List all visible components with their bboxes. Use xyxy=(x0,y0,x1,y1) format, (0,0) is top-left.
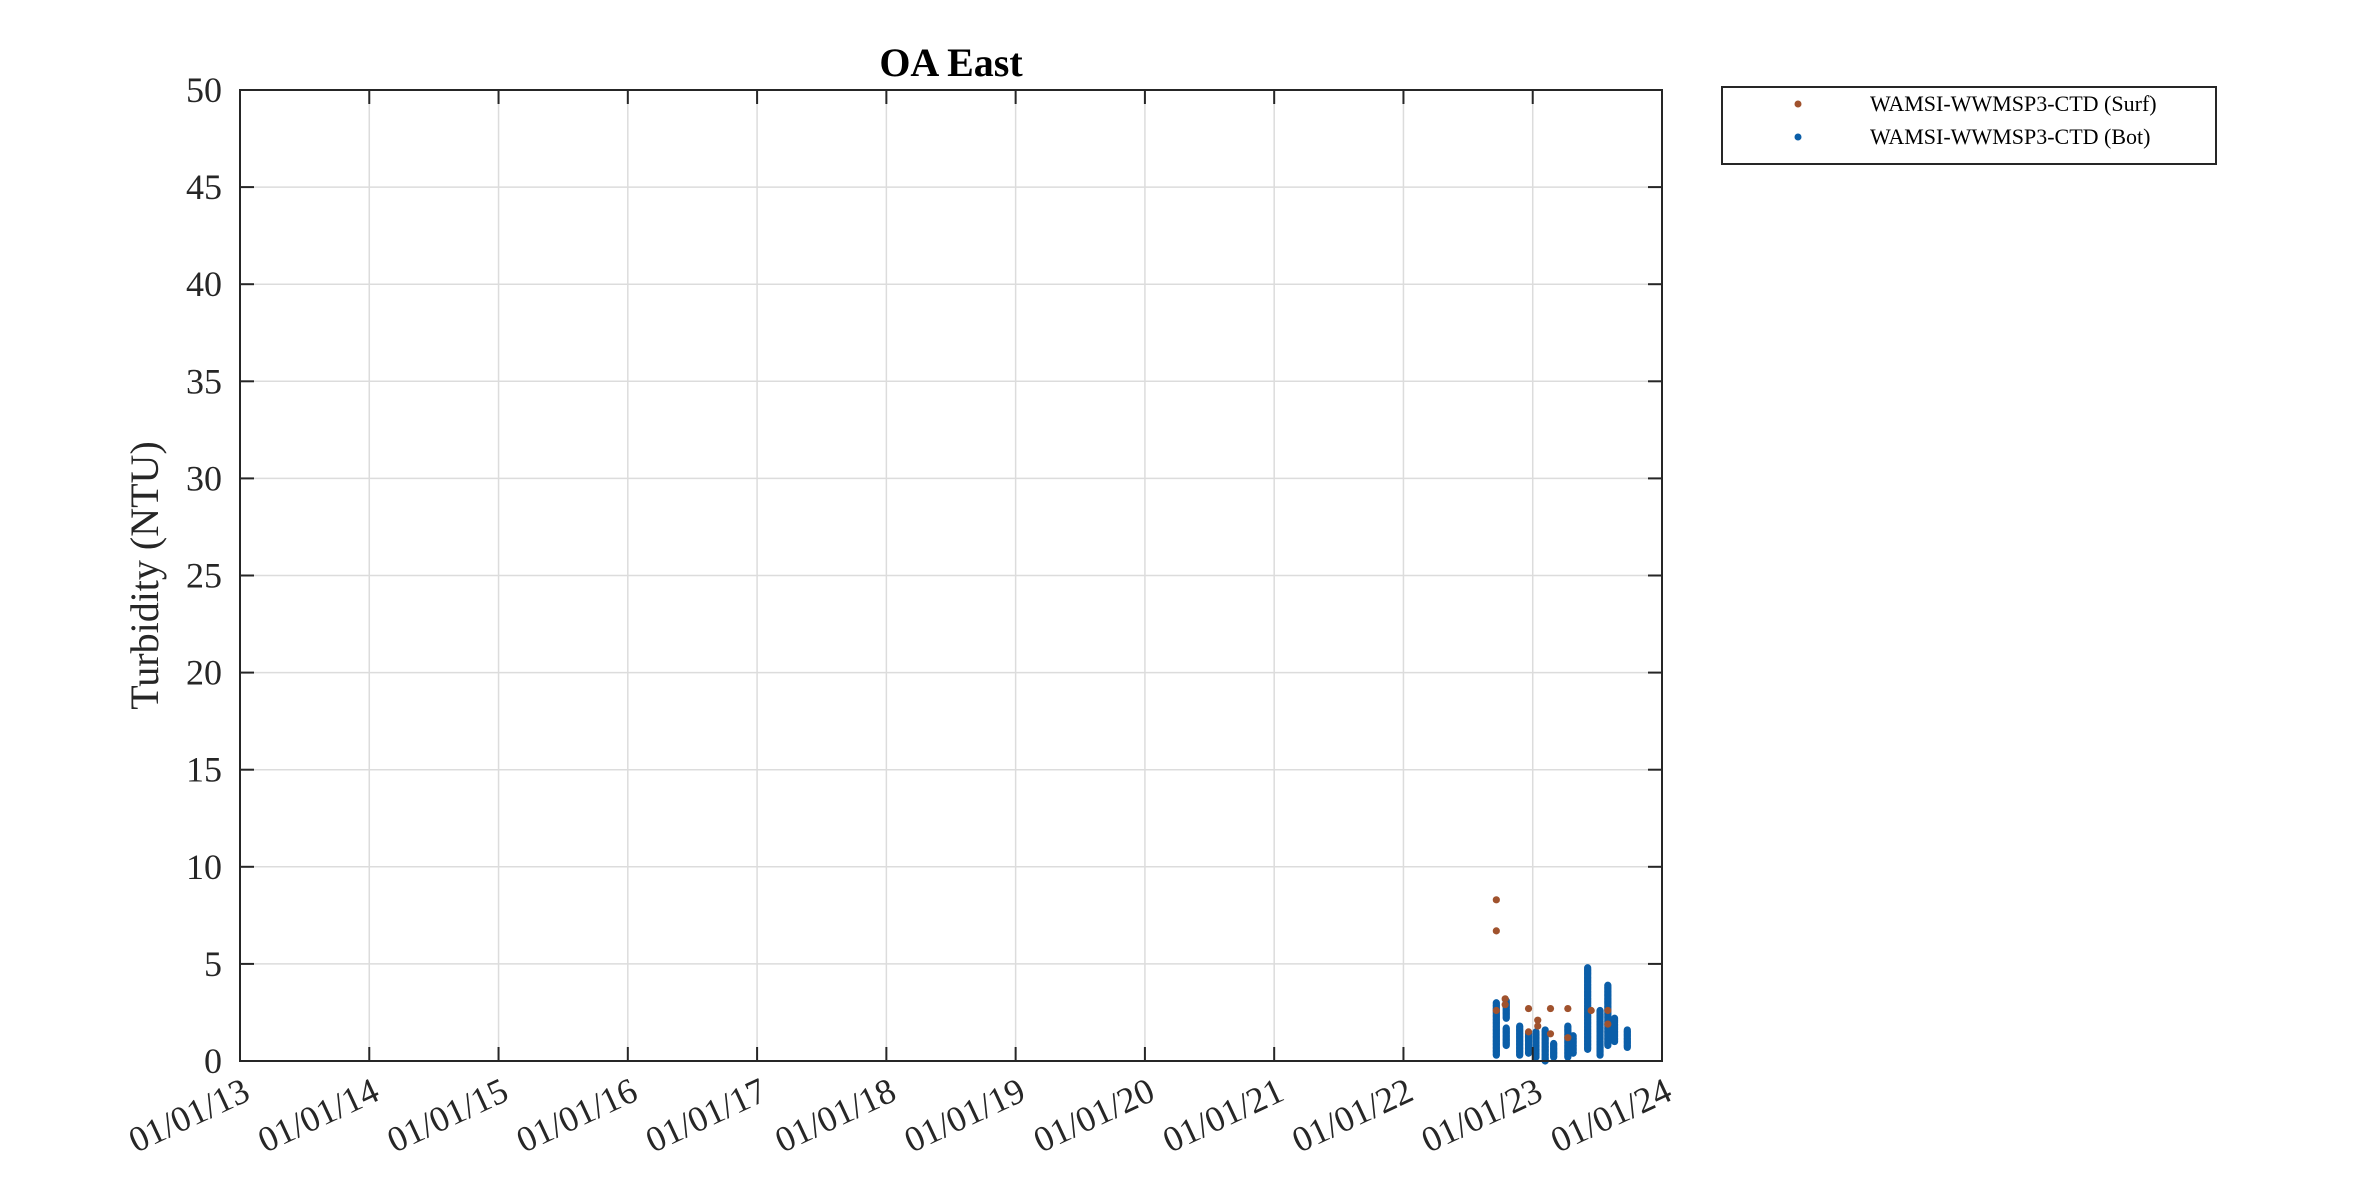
surf-data-point xyxy=(1546,1004,1555,1013)
x-tick-label: 01/01/15 xyxy=(381,1070,514,1160)
bot-data-point xyxy=(1541,1026,1549,1034)
surf-data-point xyxy=(1604,1020,1612,1028)
bot-data-point xyxy=(1492,999,1500,1007)
surf-data-point xyxy=(1501,995,1509,1003)
y-tick-label: 5 xyxy=(204,944,222,984)
x-tick-label: 01/01/23 xyxy=(1415,1070,1548,1160)
x-tick-label: 01/01/13 xyxy=(122,1070,255,1160)
surf-data-point xyxy=(1564,1004,1572,1013)
surf-data-point xyxy=(1587,1006,1595,1015)
y-axis-label: Turbidity (NTU) xyxy=(122,441,167,710)
surf-data-point xyxy=(1534,1016,1542,1024)
bot-data-point xyxy=(1604,981,1612,989)
y-tick-label: 10 xyxy=(186,847,222,887)
y-tick-label: 40 xyxy=(186,264,222,304)
surf-data-point xyxy=(1501,1001,1509,1009)
data-points xyxy=(1492,896,1631,1065)
chart-title: OA East xyxy=(879,40,1023,85)
x-tick-label: 01/01/24 xyxy=(1544,1070,1677,1160)
y-tick-label: 20 xyxy=(186,653,222,693)
legend-entry-bot: WAMSI-WWMSP3-CTD (Bot) xyxy=(1870,124,2151,149)
y-tick-label: 45 xyxy=(186,167,222,207)
x-tick-label: 01/01/18 xyxy=(769,1070,902,1160)
x-tick-label: 01/01/22 xyxy=(1286,1070,1419,1160)
bot-data-point xyxy=(1564,1022,1572,1030)
legend: WAMSI-WWMSP3-CTD (Surf) WAMSI-WWMSP3-CTD… xyxy=(1721,86,2217,165)
legend-entry-surf: WAMSI-WWMSP3-CTD (Surf) xyxy=(1870,91,2157,116)
surf-data-point xyxy=(1564,1034,1572,1042)
surf-data-point xyxy=(1492,1006,1500,1015)
surf-data-point xyxy=(1524,1004,1533,1013)
y-tick-label: 15 xyxy=(186,750,222,790)
surf-data-point xyxy=(1534,1022,1542,1030)
y-tick-label: 35 xyxy=(186,361,222,401)
axis-ticks: 0510152025303540455001/01/1301/01/1401/0… xyxy=(122,70,1677,1160)
y-tick-label: 30 xyxy=(186,458,222,498)
bot-data-point xyxy=(1610,1014,1619,1022)
x-tick-label: 01/01/20 xyxy=(1027,1070,1160,1160)
x-tick-label: 01/01/19 xyxy=(898,1070,1031,1160)
bot-data-point xyxy=(1516,1022,1524,1030)
legend-marker-surf xyxy=(1794,100,1802,108)
surf-data-point xyxy=(1546,1030,1555,1038)
bot-data-point xyxy=(1550,1039,1558,1048)
surf-data-point xyxy=(1492,927,1500,935)
bot-data-point xyxy=(1584,964,1592,972)
bot-data-point xyxy=(1532,1028,1540,1036)
legend-marker-bot xyxy=(1794,133,1802,141)
y-tick-label: 50 xyxy=(186,70,222,110)
y-tick-label: 0 xyxy=(204,1041,222,1081)
grid-lines xyxy=(239,89,1663,1062)
bot-data-point xyxy=(1596,1006,1604,1015)
x-tick-label: 01/01/16 xyxy=(510,1070,643,1160)
bot-data-point xyxy=(1502,1024,1510,1032)
y-tick-label: 25 xyxy=(186,556,222,596)
x-tick-label: 01/01/17 xyxy=(640,1070,773,1160)
surf-data-point xyxy=(1524,1028,1533,1036)
x-tick-label: 01/01/14 xyxy=(252,1070,385,1160)
surf-data-point xyxy=(1604,1006,1612,1015)
bot-data-point xyxy=(1623,1026,1631,1034)
x-tick-label: 01/01/21 xyxy=(1157,1070,1290,1160)
surf-data-point xyxy=(1492,896,1500,904)
legend-box xyxy=(1721,86,2217,165)
